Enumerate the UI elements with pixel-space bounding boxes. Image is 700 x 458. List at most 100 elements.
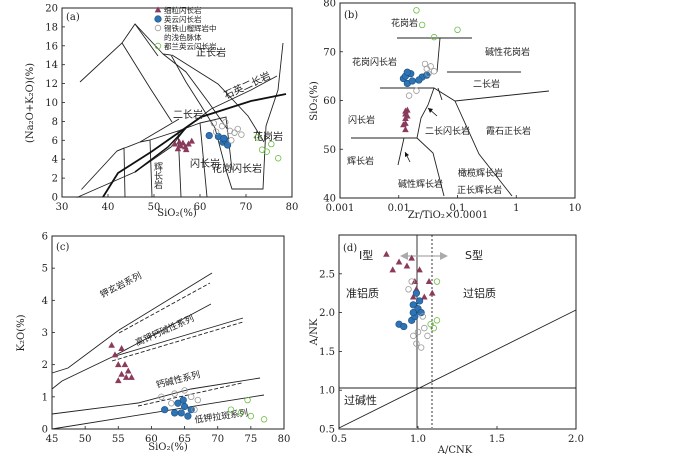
panel-d-point-dot (412, 289, 421, 297)
field-b-nepheline-syenite: 霞石正长岩 (486, 125, 531, 137)
panel-b-point-dot (408, 77, 416, 85)
panel-c-point-open (171, 390, 178, 397)
field-d-s-type: S型 (465, 248, 483, 262)
panel-a-ylabel: (Na₂O+K₂O)(%) (25, 63, 36, 143)
panel-a-point-dot (205, 131, 213, 140)
panel-b-xtick-label: 0.1 (450, 203, 466, 214)
panel-c-ytick-label: 4 (42, 296, 48, 307)
panel-d-point-dot (415, 297, 424, 305)
panel-b-point-green (413, 7, 420, 14)
legend-symbol-dot (154, 15, 162, 23)
panel-c-point-triangle (111, 351, 119, 358)
panel-a-point-triangle (181, 143, 189, 150)
panel-a-label: (a) (66, 12, 80, 23)
panel-b-point-open (425, 70, 432, 77)
panel-a-xtick-label: 40 (102, 202, 115, 213)
panel-c-point-dot (174, 399, 182, 407)
panel-d-ylabel: A/NK (309, 318, 320, 346)
panel-c-xtick-label: 50 (79, 434, 92, 445)
field-label-qtz-monzonite: 石英二长岩 (222, 69, 273, 102)
field-label-granite: 花岗岩 (253, 130, 283, 143)
panel-c-xtick-label: 45 (46, 434, 59, 445)
panel-d-point-dot (400, 322, 408, 331)
panel-c-point-open (168, 400, 175, 407)
panel-b-point-open (405, 92, 413, 99)
panel-a-point-triangle (188, 137, 196, 144)
panel-c-point-dot (171, 409, 179, 417)
panel-a-xtick-label: 30 (56, 202, 69, 213)
panel-c-xtick-label: 55 (112, 434, 125, 445)
panel-b-point-green (454, 26, 461, 34)
panel-a-point-open (238, 131, 245, 138)
panel-c-point-dot (179, 396, 187, 404)
panel-d-xtick-label: 1.5 (489, 434, 505, 445)
panel-c-point-triangle (108, 341, 115, 348)
panel-c-point-green (247, 412, 255, 420)
field-c-calc-alkaline: 钙碱性系列 (155, 368, 202, 391)
panel-d-point-open (424, 332, 431, 340)
panel-b-ytick-label: 40 (323, 194, 336, 205)
field-label-syenite: 正长岩 (196, 46, 226, 59)
panel-a-ytick-label: 0 (52, 193, 58, 204)
panel-b-point-open (427, 63, 434, 70)
panel-a-xtick-label: 70 (240, 202, 253, 213)
panel-a-point-triangle (185, 140, 192, 147)
panel-a-point-green (263, 148, 270, 155)
panel-d-xlabel: A/CNK (437, 445, 473, 456)
panel-b-point-dot (403, 68, 411, 76)
panel-d-xtick-label: 0.5 (331, 434, 347, 445)
panel-c-point-triangle (114, 377, 122, 384)
panel-b-point-dot (423, 71, 431, 79)
panel-b-ytick-label: 50 (323, 145, 336, 156)
legend-symbol-triangle (154, 6, 162, 13)
panel-d-point-dot (409, 301, 417, 309)
field-c-high-k: 高钾钙碱性系列 (133, 312, 195, 349)
panel-c-point-green (237, 409, 245, 417)
panel-c-ytick-label: 6 (42, 232, 48, 243)
panel-a-point-green (268, 140, 275, 148)
panel-d-point-open (419, 313, 426, 320)
panel-d-point-triangle (416, 266, 423, 273)
panel-b-point-dot (415, 76, 423, 84)
panel-d-frame (338, 234, 577, 430)
panel-a: 30 40 50 60 70 80 0 2 4 6 8 10 12 14 16 18 20 (a) 正长岩 二长… (25, 4, 298, 220)
field-b-alk-gabbro: 碱性辉长岩 (398, 178, 443, 190)
panel-d-point-open (405, 286, 412, 293)
panel-c-ylabel: K₂O(%) (16, 314, 27, 351)
panel-b-ytick-label: 60 (323, 96, 336, 107)
panel-c-ytick-label: 5 (42, 264, 48, 275)
panel-c-ytick-label: 3 (42, 328, 48, 339)
panel-c-point-dot (177, 409, 185, 417)
panel-c-xlabel: SiO₂(%) (148, 442, 188, 453)
panel-d-point-triangle (428, 289, 436, 296)
panel-a-point-open (228, 137, 235, 144)
panel-c-xtick-label: 70 (211, 434, 224, 445)
panel-c-point-dot (187, 406, 195, 414)
legend: 细粒闪长岩 英云闪长岩 锡铁山榴辉岩中 的浅色脉体 都兰英云闪长岩 (154, 5, 217, 51)
panel-d-point-triangle (408, 254, 415, 261)
panel-a-point-dot (224, 141, 232, 149)
panel-d-point-triangle (383, 250, 390, 257)
field-label-gabbro-diorite: 辉长岩 (152, 162, 163, 190)
panel-b-xlabel: Zr/TiO₂×0.0001 (408, 210, 489, 221)
panel-d-ytick-label: 2.0 (319, 308, 335, 319)
panel-a-point-green (275, 155, 282, 162)
panel-d-point-open (414, 328, 422, 336)
panel-b-ytick-label: 80 (323, 0, 336, 10)
panel-c-point-green (227, 406, 235, 413)
panel-a-xtick-label: 60 (194, 202, 207, 213)
panel-b-xtick-label: 0.01 (388, 203, 410, 214)
panel-d-xtick-label: 1.0 (410, 434, 426, 445)
panel-b-xtick-label: 0.001 (326, 203, 355, 214)
panel-d-label: (d) (343, 243, 357, 254)
panel-a-point-green (254, 134, 261, 141)
panel-b-point-triangle (402, 107, 409, 114)
panel-b-point-open (421, 60, 429, 68)
panel-c-point-triangle (114, 361, 122, 368)
panel-d-point-triangle (403, 262, 411, 269)
panel-d-point-triangle (411, 277, 419, 284)
field-label-diorite: 闪长岩 (190, 157, 220, 170)
field-c-low-k: 低钾拉斑系列 (194, 407, 249, 426)
panel-d-point-open (417, 344, 425, 351)
panel-a-ytick-label: 20 (45, 4, 58, 15)
